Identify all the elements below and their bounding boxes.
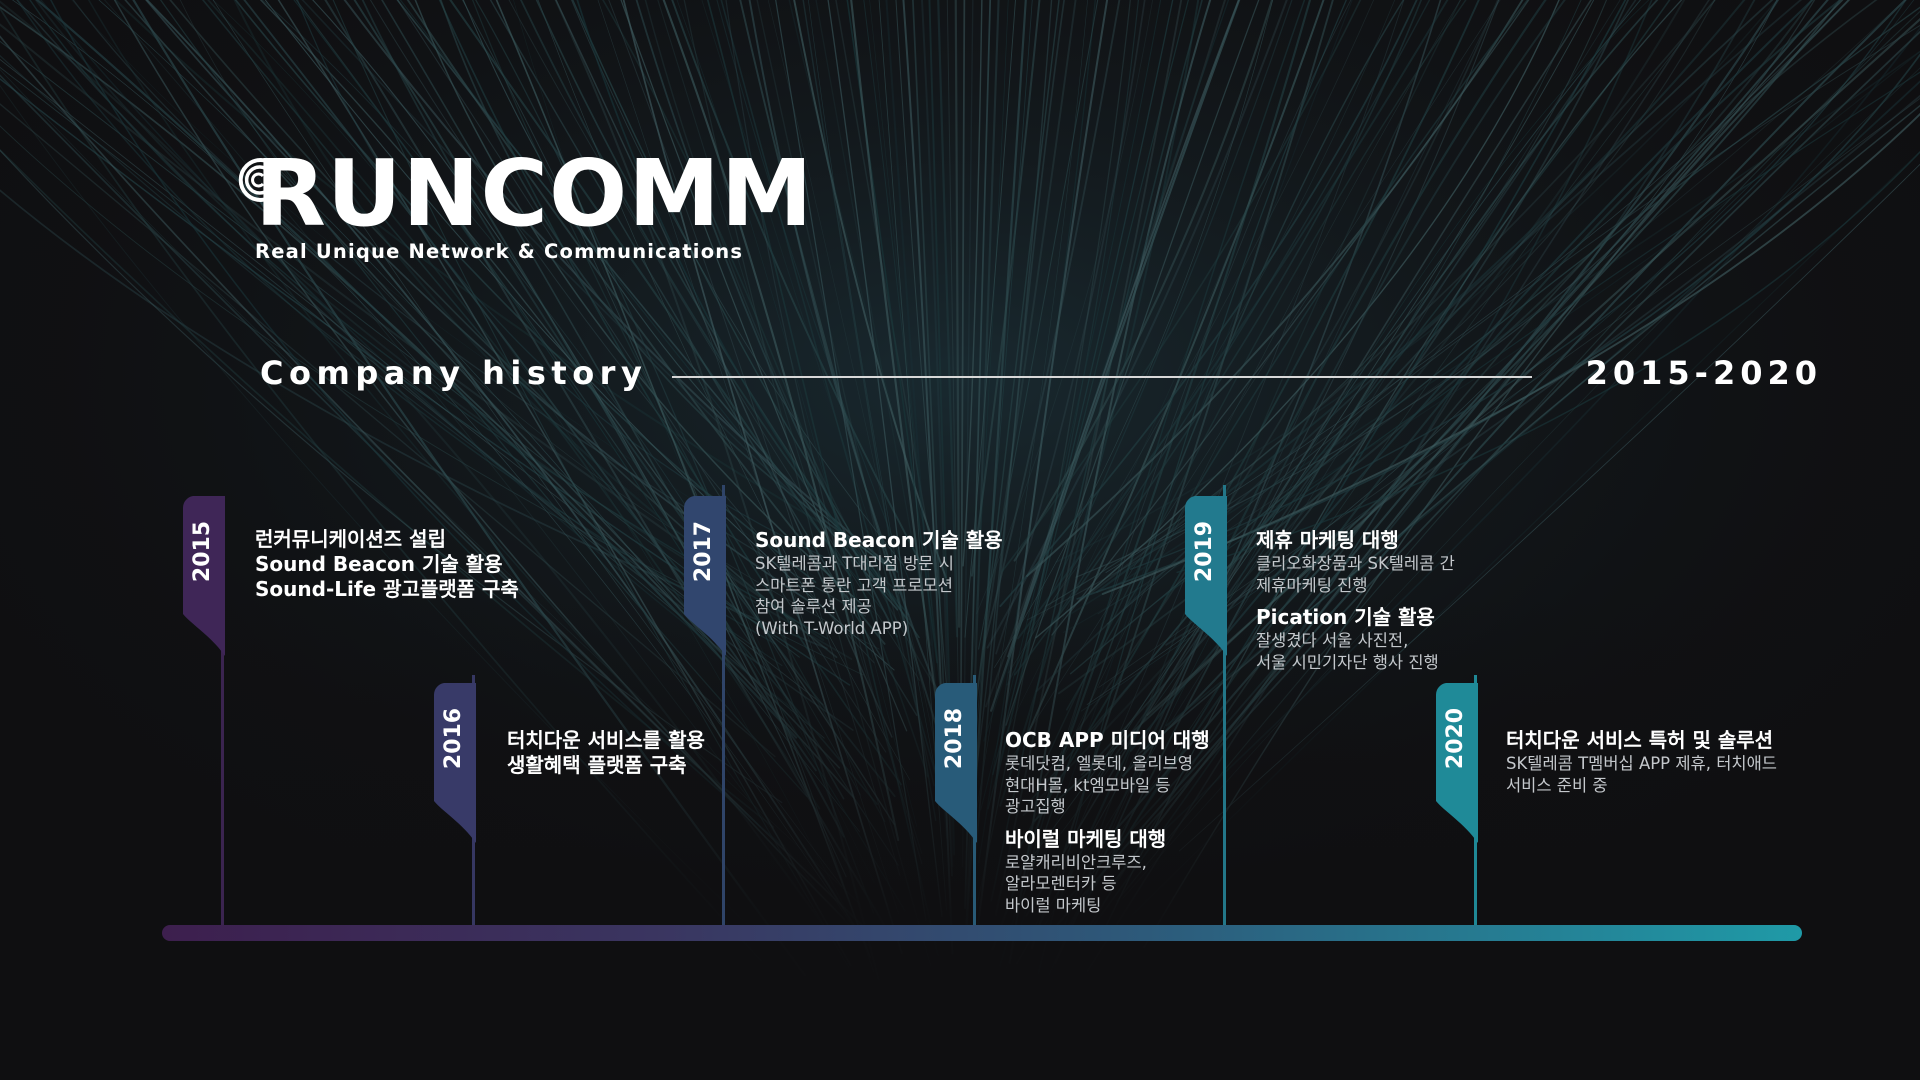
milestone-2019-text: 제휴 마케팅 대행 클리오화장품과 SK텔레콤 간 제휴마케팅 진행 Picat… [1256,528,1455,673]
year-label: 2015 [190,520,216,582]
milestone-2017-text: Sound Beacon 기술 활용 SK텔레콤과 T대리점 방문 시 스마트폰… [755,528,1003,639]
header-divider [672,376,1532,378]
year-flag-2020: 2020 [1434,683,1478,851]
timeline-pole-2015 [221,498,224,927]
flag-shape [683,496,726,656]
flag-shape [433,683,476,843]
milestone-title: 제휴 마케팅 대행 [1256,528,1399,552]
flag-shape [182,496,225,656]
timeline-pole-2019 [1223,485,1226,927]
milestone-desc: 잘생겼다 서울 사진전, [1256,631,1409,650]
year-label: 2018 [942,707,968,769]
milestone-title: Pication 기술 활용 [1256,605,1435,629]
milestone-2020-text: 터치다운 서비스 특허 및 솔루션 SK텔레콤 T멤버십 APP 제휴, 터치애… [1506,728,1777,796]
logo-tagline: Real Unique Network & Communications [255,240,744,263]
milestone-title: Sound-Life 광고플랫폼 구축 [255,577,519,601]
milestone-title: Sound Beacon 기술 활용 [255,552,503,576]
year-label: 2020 [1443,707,1469,769]
milestone-title: 바이럴 마케팅 대행 [1005,826,1167,851]
milestone-desc: 로얄캐리비안크루즈, [1005,852,1147,872]
milestone-desc: 참여 솔루션 제공 [755,597,872,616]
milestone-title: 생활혜택 플랫폼 구축 [507,753,687,777]
milestone-title: OCB APP 미디어 대행 [1005,728,1210,752]
milestone-desc: 롯데닷컴, 엘롯데, 올리브영 [1005,754,1193,773]
milestone-2015-text: 런커뮤니케이션즈 설립 Sound Beacon 기술 활용 Sound-Lif… [255,527,519,602]
milestone-desc: 서울 시민기자단 행사 진행 [1256,652,1439,672]
milestone-desc: (With T-World APP) [755,618,909,638]
milestone-title: Sound Beacon 기술 활용 [755,528,1003,552]
milestone-title: 터치다운 서비스 특허 및 솔루션 [1506,728,1774,752]
flag-shape [1184,496,1227,656]
milestone-title: 런커뮤니케이션즈 설립 [255,527,446,551]
milestone-2018-text: OCB APP 미디어 대행 롯데닷컴, 엘롯데, 올리브영 현대H몰, kt엠… [1005,728,1210,916]
year-flag-2018: 2018 [933,683,977,851]
timeline-pole-2017 [722,485,725,927]
milestone-desc: 광고집행 [1005,797,1066,816]
year-flag-2019: 2019 [1183,496,1227,664]
milestone-desc: 알라모렌터카 등 [1005,874,1117,893]
timeline-bar [162,925,1802,941]
flag-shape [934,683,977,843]
logo-swirl-icon [238,158,277,202]
milestone-desc: 서비스 준비 중 [1506,775,1608,795]
logo-wordmark: RUNCOMM [255,140,814,247]
year-range: 2015-2020 [1585,354,1822,392]
section-title: Company history [260,354,648,392]
milestone-desc: 스마트폰 통란 고객 프로모션 [755,575,953,595]
milestone-desc: SK텔레콤과 T대리점 방문 시 [755,554,954,573]
year-flag-2017: 2017 [682,496,726,664]
year-label: 2019 [1192,520,1218,582]
year-label: 2017 [691,520,717,582]
milestone-2016-text: 터치다운 서비스를 활용 생활혜택 플랫폼 구축 [507,728,705,778]
year-flag-2016: 2016 [432,683,476,851]
milestone-desc: 제휴마케팅 진행 [1256,575,1368,595]
milestone-title: 터치다운 서비스를 활용 [507,728,705,752]
milestone-desc: SK텔레콤 T멤버십 APP 제휴, 터치애드 [1506,754,1777,773]
year-label: 2016 [441,707,467,769]
milestone-desc: 바이럴 마케팅 [1005,895,1102,915]
milestone-desc: 현대H몰, kt엠모바일 등 [1005,775,1171,795]
milestone-desc: 클리오화장품과 SK텔레콤 간 [1256,554,1455,573]
year-flag-2015: 2015 [181,496,225,664]
flag-shape [1435,683,1478,843]
